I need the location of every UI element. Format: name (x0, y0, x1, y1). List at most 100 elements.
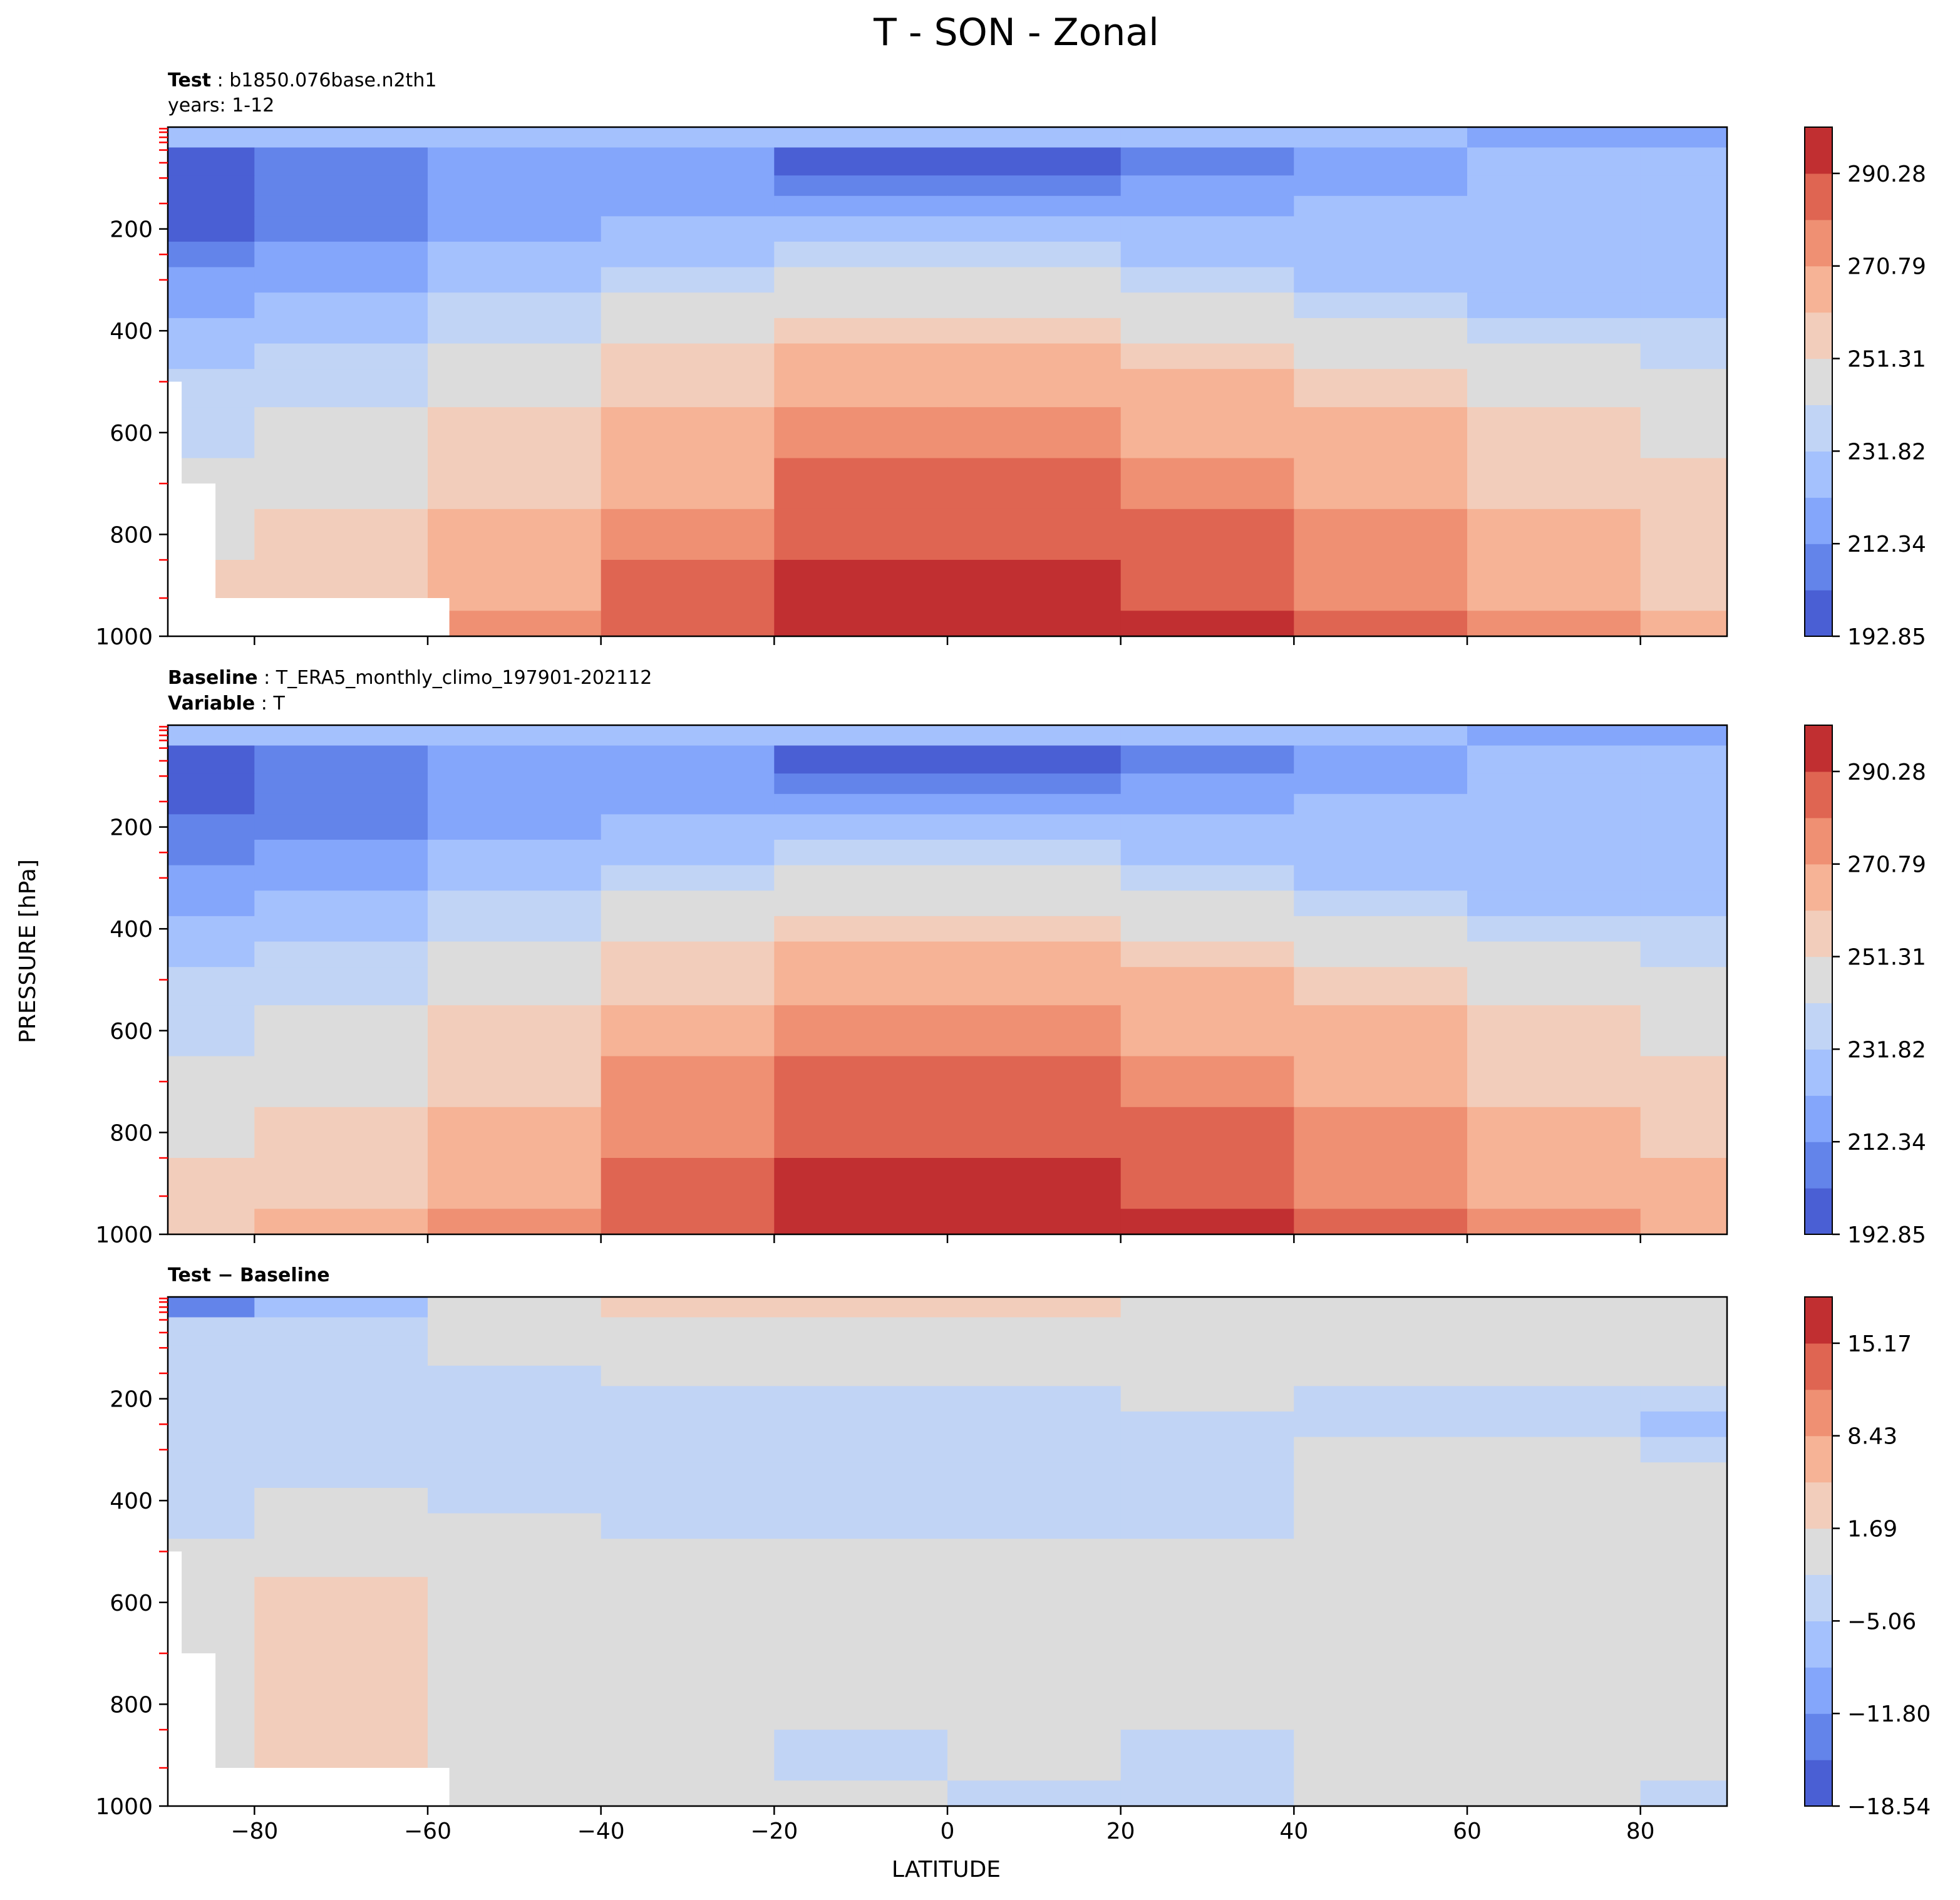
difference-contour-cell (1294, 1539, 1468, 1577)
baseline-contour-cell (1120, 1158, 1295, 1210)
baseline-contour-cell (1120, 865, 1295, 891)
difference-contour-cell (254, 1462, 428, 1489)
difference-contour-cell (168, 1577, 255, 1629)
test-contour-cell (1294, 127, 1468, 148)
difference-contour-cell (254, 1513, 428, 1539)
x-tick-label: −60 (404, 1819, 451, 1844)
baseline-colorbar-segment (1805, 1095, 1832, 1142)
test-contour-cell (428, 127, 602, 148)
test-contour-cell (947, 458, 1122, 510)
difference-contour-cell (1120, 1577, 1295, 1629)
baseline-header-line2: Variable : T (168, 693, 285, 715)
baseline-colorbar-segment (1805, 817, 1832, 865)
baseline-variable-value: T (272, 693, 285, 715)
test-colorbar-segment (1805, 173, 1832, 220)
baseline-contour-cell (774, 793, 948, 815)
baseline-contour-cell (168, 1209, 255, 1234)
baseline-contour-cell (1294, 1056, 1468, 1108)
baseline-contour-cell (1640, 916, 1727, 942)
difference-colorbar-label: −18.54 (1847, 1794, 1931, 1820)
baseline-contour-cell (1120, 814, 1295, 840)
test-contour-cell (1294, 458, 1468, 510)
difference-contour-cell (1294, 1780, 1468, 1806)
difference-contour-cell (774, 1345, 948, 1366)
test-colorbar-segment (1805, 219, 1832, 267)
test-contour-cell (1467, 560, 1641, 612)
baseline-contour-cell (601, 916, 775, 942)
test-contour-cell (1120, 127, 1295, 148)
baseline-contour-cell (601, 1005, 775, 1057)
baseline-y-tick-label: 800 (110, 1120, 153, 1146)
baseline-contour-cell (428, 1209, 602, 1234)
baseline-colorbar-segment (1805, 725, 1832, 772)
difference-contour-cell (1640, 1317, 1727, 1346)
difference-contour-cell (601, 1577, 775, 1629)
test-contour-cell (774, 458, 948, 510)
baseline-contour-cell (947, 967, 1122, 1006)
difference-contour-cell (601, 1437, 775, 1464)
difference-contour-cell (774, 1730, 948, 1782)
test-contour-cell (774, 560, 948, 612)
difference-contour-cell (1640, 1297, 1727, 1318)
difference-contour-cell (168, 1462, 255, 1489)
test-contour-cell (1467, 369, 1641, 408)
test-contour-cell (428, 560, 602, 612)
test-contour-cell (774, 195, 948, 217)
difference-contour-cell (1640, 1462, 1727, 1489)
test-contour-cell (774, 318, 948, 344)
difference-contour-cell (774, 1462, 948, 1489)
test-contour-cell (947, 292, 1122, 319)
baseline-contour-cell (601, 1056, 775, 1108)
baseline-contour-cell (1467, 865, 1641, 891)
baseline-contour-cell (1294, 865, 1468, 891)
test-contour-cell (947, 343, 1122, 369)
test-contour-cell (428, 292, 602, 319)
difference-contour-cell (254, 1297, 428, 1318)
test-contour-cell (1467, 127, 1641, 148)
baseline-contour-cell (1640, 814, 1727, 840)
test-contour-cell (1120, 458, 1295, 510)
baseline-contour-cell (428, 1158, 602, 1210)
baseline-contour-cell (1294, 839, 1468, 866)
difference-contour-cell (601, 1345, 775, 1366)
baseline-contour-cell (1640, 1158, 1727, 1210)
baseline-contour-cell (168, 1158, 255, 1210)
difference-contour-cell (1120, 1411, 1295, 1438)
baseline-contour-cell (428, 941, 602, 968)
baseline-contour-cell (1467, 1158, 1641, 1210)
baseline-contour-cell (168, 865, 255, 891)
difference-contour-cell (428, 1437, 602, 1464)
difference-contour-cell (428, 1577, 602, 1629)
baseline-contour-cell (1467, 967, 1641, 1006)
baseline-contour-cell (1640, 773, 1727, 795)
difference-contour-cell (601, 1628, 775, 1680)
test-header-years: years: 1-12 (168, 95, 274, 116)
baseline-contour-cell (1120, 1005, 1295, 1057)
difference-contour-cell (601, 1487, 775, 1514)
baseline-contour-cell (254, 967, 428, 1006)
test-contour-cell (601, 407, 775, 459)
difference-contour-cell (1640, 1487, 1727, 1514)
baseline-contour-cell (1467, 1209, 1641, 1234)
test-y-tick-label: 800 (110, 522, 153, 548)
test-contour-cell (947, 407, 1122, 459)
test-contour-cell (168, 195, 255, 217)
test-contour-cell (1640, 407, 1727, 459)
difference-contour-cell (947, 1577, 1122, 1629)
difference-contour-cell (774, 1365, 948, 1387)
baseline-contour-cell (947, 1056, 1122, 1108)
baseline-contour-cell (1294, 1005, 1468, 1057)
test-contour-cell (947, 611, 1122, 636)
baseline-colorbar-label: 270.79 (1847, 852, 1926, 878)
test-contour-cell (254, 458, 428, 510)
difference-colorbar-segment (1805, 1574, 1832, 1621)
baseline-contour-field (168, 725, 1727, 1234)
difference-colorbar-label: 1.69 (1847, 1517, 1897, 1542)
baseline-contour-cell (947, 725, 1122, 746)
baseline-contour-cell (1120, 967, 1295, 1006)
baseline-contour-cell (254, 745, 428, 774)
test-contour-cell (601, 611, 775, 636)
baseline-colorbar-label: 251.31 (1847, 945, 1926, 971)
test-contour-cell (947, 318, 1122, 344)
baseline-contour-cell (774, 941, 948, 968)
